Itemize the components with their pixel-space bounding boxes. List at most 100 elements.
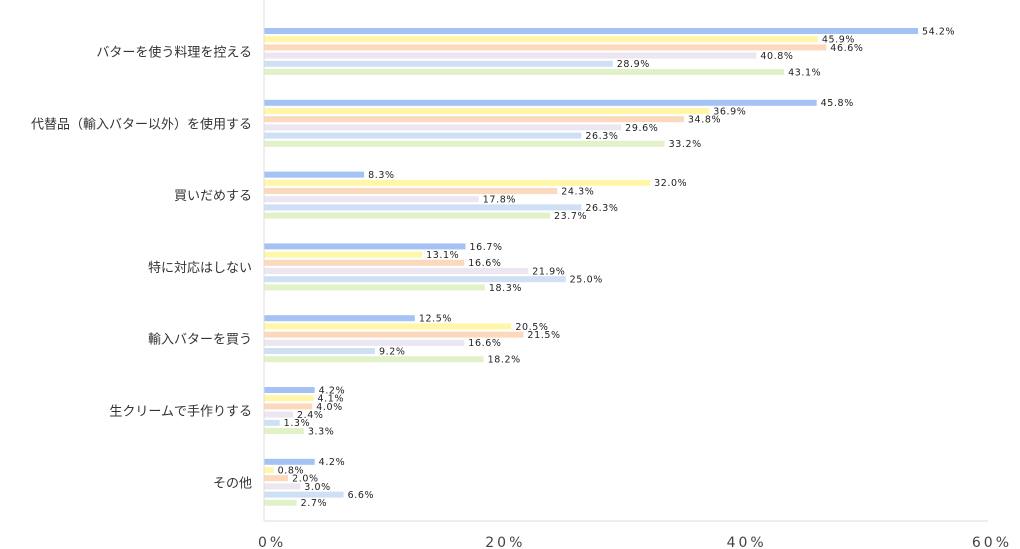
- x-tick-label-3: 40%: [727, 535, 767, 549]
- category-label-5: 輸入バターを買う: [148, 333, 252, 348]
- value-label-series2-5: 20.5%: [515, 322, 548, 333]
- category-label-7: その他: [213, 476, 252, 491]
- value-label-series2-3: 32.0%: [654, 178, 687, 189]
- value-label-series5-6: 1.3%: [284, 418, 311, 429]
- value-label-series1-1: 54.2%: [922, 26, 955, 37]
- bar-series2-7: [264, 467, 274, 473]
- value-label-series3-7: 2.0%: [292, 474, 319, 485]
- bar-series5-5: [264, 348, 376, 354]
- value-label-series1-4: 16.7%: [470, 242, 503, 253]
- value-label-series1-6: 4.2%: [319, 385, 346, 396]
- bar-series6-2: [264, 140, 665, 147]
- bar-series5-6: [264, 419, 280, 426]
- axis-layer: [263, 0, 988, 522]
- bar-series2-6: [264, 395, 314, 402]
- category-label-4: 特に対応はしない: [148, 261, 252, 276]
- value-label-series6-3: 23.7%: [554, 211, 587, 222]
- bar-series5-2: [264, 132, 582, 139]
- value-label-series3-5: 21.5%: [527, 330, 560, 341]
- bar-series6-1: [264, 69, 785, 75]
- value-label-series6-7: 2.7%: [301, 498, 328, 509]
- bar-series4-5: [264, 339, 465, 346]
- bar-series3-3: [264, 188, 558, 194]
- bar-series2-4: [264, 251, 423, 258]
- x-tick-label-2: 20%: [485, 535, 525, 549]
- bar-series2-2: [264, 108, 710, 114]
- category-label-3: 買いだめする: [174, 189, 252, 204]
- value-label-series3-6: 4.0%: [316, 402, 343, 413]
- bar-series4-2: [264, 124, 622, 131]
- bar-series6-5: [264, 356, 484, 363]
- bar-series1-7: [264, 458, 315, 465]
- bar-series4-3: [264, 196, 479, 203]
- value-label-series6-6: 3.3%: [308, 426, 335, 437]
- bar-series1-6: [264, 387, 315, 393]
- bar-series6-7: [264, 499, 297, 506]
- value-label-series3-1: 46.6%: [830, 43, 863, 54]
- value-label-series2-4: 13.1%: [426, 250, 459, 261]
- bar-series5-3: [264, 204, 582, 211]
- bar-series6-3: [264, 212, 550, 219]
- value-label-series4-7: 3.0%: [304, 482, 331, 493]
- value-label-series3-2: 34.8%: [688, 115, 721, 126]
- bar-series3-6: [264, 403, 313, 410]
- value-label-series4-6: 2.4%: [297, 410, 324, 421]
- bar-series4-6: [264, 411, 293, 418]
- value-label-series3-4: 16.6%: [468, 258, 501, 269]
- value-label-series1-3: 8.3%: [368, 170, 395, 181]
- value-label-series5-4: 25.0%: [570, 275, 603, 286]
- value-label-series1-2: 45.8%: [821, 98, 854, 109]
- bar-series6-4: [264, 284, 485, 291]
- value-label-series5-2: 26.3%: [585, 131, 618, 142]
- bar-series1-3: [264, 171, 365, 178]
- value-label-series4-2: 29.6%: [625, 123, 658, 134]
- value-label-series2-1: 45.9%: [822, 35, 855, 46]
- value-label-series2-2: 36.9%: [713, 106, 746, 117]
- bar-series3-4: [264, 259, 465, 266]
- bar-series5-1: [264, 60, 613, 67]
- bar-series1-1: [264, 28, 919, 34]
- value-label-series1-7: 4.2%: [319, 457, 346, 468]
- value-label-series2-6: 4.1%: [317, 394, 344, 405]
- bar-series6-6: [264, 428, 304, 434]
- value-label-series1-5: 12.5%: [419, 314, 452, 325]
- value-label-series4-4: 21.9%: [532, 266, 565, 277]
- value-label-series6-4: 18.3%: [489, 283, 522, 294]
- value-label-series2-7: 0.8%: [278, 465, 305, 476]
- value-label-series5-7: 6.6%: [348, 490, 375, 501]
- value-label-series5-3: 26.3%: [585, 203, 618, 214]
- category-label-2: 代替品（輸入バター以外）を使用する: [31, 116, 252, 132]
- value-label-series6-5: 18.2%: [488, 355, 521, 366]
- x-tick-label-1: 0%: [258, 535, 286, 549]
- bar-series4-4: [264, 268, 529, 274]
- bar-series1-4: [264, 243, 466, 250]
- value-labels-layer: 54.2% 45.9%46.6% 40.8% 28.9% 43.1% 45.8% 36.9%…: [278, 26, 955, 509]
- bar-series2-5: [264, 323, 512, 330]
- x-tick-label-4: 60%: [972, 535, 1012, 549]
- bar-series3-7: [264, 475, 289, 482]
- bar-series1-2: [264, 99, 817, 106]
- value-label-series4-5: 16.6%: [468, 338, 501, 349]
- value-label-series3-3: 24.3%: [561, 186, 594, 197]
- value-label-series6-2: 33.2%: [669, 139, 702, 150]
- bar-series2-3: [264, 179, 651, 186]
- value-label-series6-1: 43.1%: [788, 67, 821, 78]
- category-label-6: 生クリームで手作りする: [109, 405, 252, 420]
- bar-series3-1: [264, 44, 827, 51]
- bar-series5-7: [264, 491, 344, 498]
- bars-layer: [264, 28, 919, 506]
- bar-series4-7: [264, 483, 301, 490]
- value-label-series5-5: 9.2%: [379, 346, 406, 357]
- value-label-series5-1: 28.9%: [617, 59, 650, 70]
- bar-series2-1: [264, 36, 818, 43]
- category-labels-layer: バターを使う料理を控える代替品（輸入バター以外）を使用する買いだめする特に対応は…: [31, 45, 252, 492]
- bar-series1-5: [264, 315, 415, 322]
- bar-series3-5: [264, 331, 524, 338]
- value-label-series4-1: 40.8%: [760, 51, 793, 62]
- bar-series3-2: [264, 116, 684, 123]
- category-label-1: バターを使う料理を控える: [96, 45, 252, 61]
- tick-labels-layer: 0% 20% 40% 60%: [258, 535, 1012, 549]
- bar-series5-4: [264, 276, 566, 283]
- value-label-series4-3: 17.8%: [483, 195, 516, 206]
